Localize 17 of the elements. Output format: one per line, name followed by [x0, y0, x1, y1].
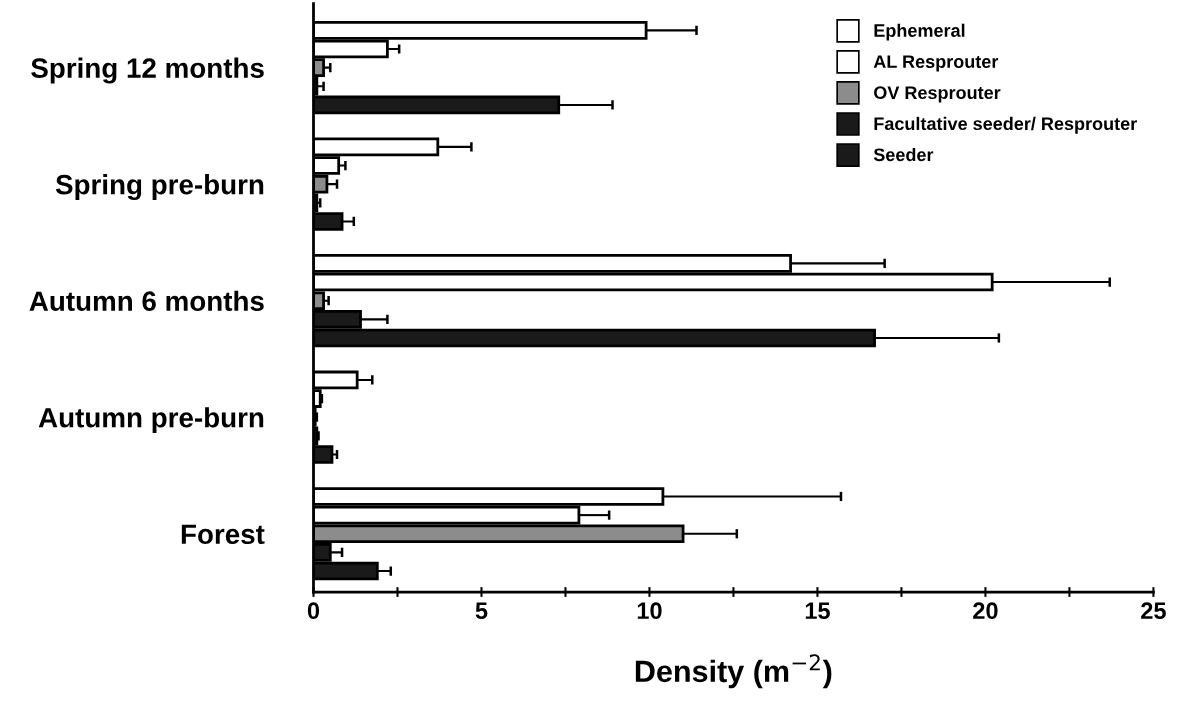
x-tick-label: 20 — [973, 602, 998, 620]
y-tick-label: Autumn 6 months — [29, 290, 264, 312]
legend-label: Seeder — [873, 147, 934, 162]
x-tick-label: 25 — [1141, 602, 1166, 620]
x-tick-label: 5 — [475, 602, 488, 620]
y-tick-label: Spring pre-burn — [55, 174, 264, 201]
legend-label: Ephemeral — [874, 23, 965, 41]
legend-label: OV Resprouter — [874, 86, 1001, 103]
x-tick-label: 15 — [805, 602, 830, 620]
x-axis-title: Density (m$^{−2}$) — [635, 654, 832, 689]
legend-label: Facultative seeder/ Resprouter — [874, 116, 1137, 134]
x-tick-label: 0 — [307, 602, 320, 620]
x-tick-label: 10 — [637, 602, 662, 620]
y-tick-label: Forest — [181, 524, 265, 545]
y-tick-label: Spring 12 months — [31, 57, 264, 84]
y-tick-label: Autumn pre-burn — [38, 407, 264, 434]
legend-label: AL Resprouter — [873, 55, 999, 72]
